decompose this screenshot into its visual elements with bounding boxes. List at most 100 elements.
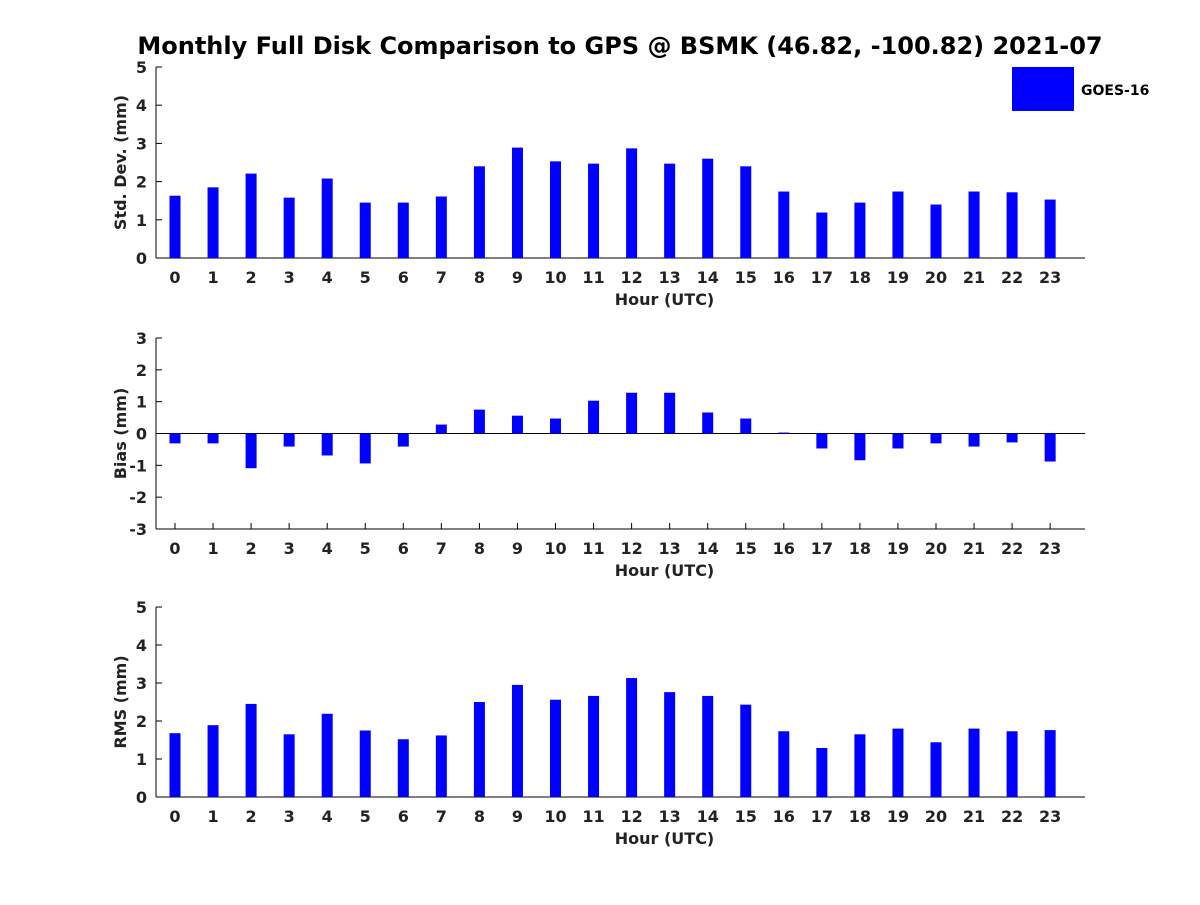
rms-x-tick-label: 12 <box>620 807 642 826</box>
std-dev-x-tick-label: 7 <box>436 268 447 287</box>
bias-x-tick-label: 16 <box>773 539 795 558</box>
rms-y-tick-label: 1 <box>136 750 147 769</box>
bias-bar-13 <box>664 392 676 434</box>
rms-x-tick-label: 3 <box>284 807 295 826</box>
bias-bar-6 <box>397 433 409 447</box>
bias-y-tick-label: 0 <box>136 425 147 444</box>
std-dev-y-tick-label: 2 <box>136 173 147 192</box>
std-dev-bar-16 <box>778 191 790 258</box>
rms-y-tick-label: 0 <box>136 788 147 807</box>
rms-x-tick-label: 4 <box>322 807 333 826</box>
rms-bar-18 <box>854 734 866 797</box>
bias-x-tick-label: 7 <box>436 539 447 558</box>
bias-bar-12 <box>626 392 638 434</box>
bias-y-tick-label: 3 <box>136 329 147 348</box>
std-dev-x-tick-label: 15 <box>735 268 757 287</box>
std-dev-x-tick-label: 20 <box>925 268 947 287</box>
std-dev-x-tick-label: 4 <box>322 268 333 287</box>
std-dev-x-tick-label: 10 <box>544 268 566 287</box>
bias-bar-21 <box>968 433 980 447</box>
rms-x-tick-label: 19 <box>887 807 909 826</box>
rms-x-tick-label: 11 <box>582 807 604 826</box>
bias-bar-10 <box>550 418 561 434</box>
rms-x-tick-label: 14 <box>697 807 719 826</box>
std-dev-x-tick-label: 0 <box>169 268 180 287</box>
rms-bar-22 <box>1006 731 1018 797</box>
std-dev-bar-12 <box>626 148 638 258</box>
std-dev-x-label: Hour (UTC) <box>615 290 715 309</box>
bias-bar-22 <box>1006 433 1018 443</box>
rms-bar-6 <box>397 739 409 797</box>
legend-swatch <box>1012 67 1074 111</box>
std-dev-x-tick-label: 3 <box>284 268 295 287</box>
rms-bar-15 <box>740 704 752 797</box>
bias-x-tick-label: 11 <box>582 539 604 558</box>
rms-bar-12 <box>626 678 638 797</box>
std-dev-y-tick-label: 4 <box>136 96 147 115</box>
bias-bar-15 <box>740 418 752 434</box>
rms-y-tick-label: 3 <box>136 674 147 693</box>
std-dev-bar-22 <box>1006 192 1018 258</box>
bias-x-tick-label: 19 <box>887 539 909 558</box>
rms-y-label: RMS (mm) <box>111 655 130 748</box>
std-dev-x-tick-label: 6 <box>398 268 409 287</box>
rms-x-tick-label: 16 <box>773 807 795 826</box>
bias-y-tick-label: -1 <box>129 456 147 475</box>
rms-bar-17 <box>816 747 828 797</box>
std-dev-y-tick-label: 5 <box>136 58 147 77</box>
rms-x-tick-label: 5 <box>360 807 371 826</box>
std-dev-bar-7 <box>435 196 447 258</box>
rms-x-tick-label: 18 <box>849 807 871 826</box>
std-dev-bar-19 <box>892 191 904 258</box>
rms-x-tick-label: 7 <box>436 807 447 826</box>
rms-x-tick-label: 0 <box>169 807 180 826</box>
bias-bar-3 <box>283 433 295 447</box>
std-dev-bar-11 <box>588 163 600 258</box>
bias-x-tick-label: 6 <box>398 539 409 558</box>
std-dev-bar-6 <box>397 202 409 258</box>
rms-x-tick-label: 2 <box>246 807 257 826</box>
bias-y-tick-label: 1 <box>136 393 147 412</box>
bias-bar-0 <box>169 433 181 444</box>
std-dev-bar-8 <box>473 166 485 258</box>
rms-y-tick-label: 2 <box>136 712 147 731</box>
std-dev-bar-23 <box>1044 199 1056 258</box>
std-dev-x-tick-label: 13 <box>659 268 681 287</box>
legend-label: GOES-16 <box>1081 83 1149 99</box>
std-dev-y-tick-label: 3 <box>136 134 147 153</box>
rms-bar-13 <box>664 692 676 797</box>
std-dev-y-tick-label: 1 <box>136 211 147 230</box>
bias-x-tick-label: 4 <box>322 539 333 558</box>
bias-x-tick-label: 17 <box>811 539 833 558</box>
std-dev-x-tick-label: 9 <box>512 268 523 287</box>
std-dev-x-tick-label: 22 <box>1001 268 1023 287</box>
std-dev-bar-3 <box>283 197 295 258</box>
std-dev-x-tick-label: 1 <box>207 268 218 287</box>
bias-y-tick-label: 2 <box>136 361 147 380</box>
std-dev-x-tick-label: 21 <box>963 268 985 287</box>
bias-y-tick-label: -3 <box>129 520 147 539</box>
std-dev-x-tick-label: 17 <box>811 268 833 287</box>
std-dev-bar-4 <box>321 178 333 258</box>
rms-bar-11 <box>588 695 600 797</box>
rms-x-tick-label: 8 <box>474 807 485 826</box>
std-dev-x-tick-label: 19 <box>887 268 909 287</box>
bias-x-label: Hour (UTC) <box>615 561 715 580</box>
rms-bar-19 <box>892 728 904 797</box>
std-dev-bar-9 <box>511 147 523 258</box>
bias-x-tick-label: 20 <box>925 539 947 558</box>
std-dev-bar-18 <box>854 202 866 258</box>
bias-bar-8 <box>473 409 485 434</box>
bias-bar-16 <box>778 432 790 434</box>
chart-title: Monthly Full Disk Comparison to GPS @ BS… <box>137 32 1102 60</box>
bias-bar-2 <box>245 433 257 469</box>
std-dev-y-label: Std. Dev. (mm) <box>111 95 130 230</box>
rms-bar-5 <box>359 730 371 797</box>
std-dev-x-tick-label: 2 <box>246 268 257 287</box>
rms-bar-23 <box>1044 730 1056 797</box>
std-dev-bar-2 <box>245 173 257 258</box>
